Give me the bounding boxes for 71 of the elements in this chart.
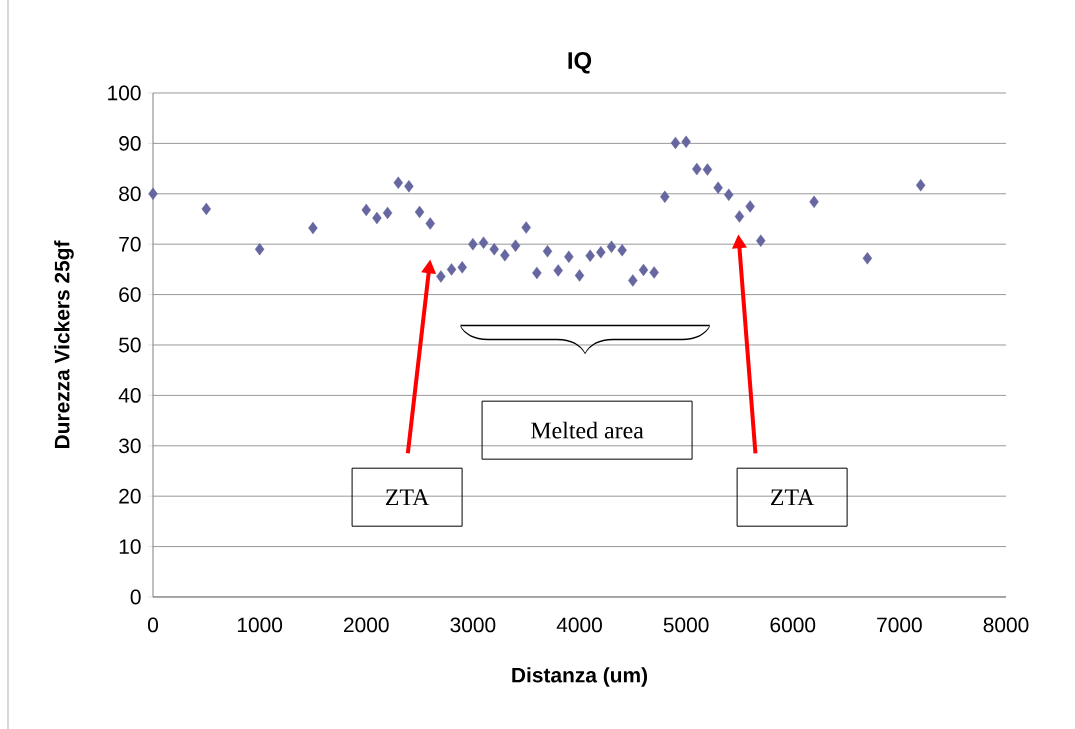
point [254,243,265,256]
point [916,179,926,192]
point [585,249,595,262]
y-tick-label: 20 [119,488,141,504]
point [478,236,489,249]
point [414,205,425,219]
point [702,163,713,176]
y-tick-label: 70 [119,236,141,252]
point [446,263,457,276]
chart-title: IQ [568,52,592,74]
point [681,135,691,149]
point [862,252,873,265]
x-tick-label: 3000 [450,617,496,633]
point [201,202,212,216]
point [617,244,627,257]
annotation: ZTA [385,489,430,506]
y-tick-label: 90 [119,135,141,151]
point [692,162,702,176]
point [372,211,382,225]
y-tick-label: 50 [119,337,141,353]
point [649,266,659,279]
point [489,243,499,256]
point [500,249,510,262]
y-tick-label: 40 [118,387,141,403]
y-axis-title: Durezza Vickers 25gf [54,240,74,449]
x-tick-label: 2000 [344,617,389,633]
y-tick-label: 100 [108,85,141,101]
y-tick-label: 30 [119,438,141,454]
annotation: ZTA [770,489,815,506]
point [734,210,745,223]
x-tick-label: 1000 [237,617,283,633]
point [638,263,649,277]
point [521,221,531,234]
point [361,203,371,217]
x-axis-title: Distanza (um) [512,667,648,687]
point [553,264,563,277]
point [628,274,638,287]
point [670,136,681,150]
point [457,261,467,274]
point [606,240,617,253]
y-tick-label: 10 [119,539,141,554]
y-tick-label: 80 [119,186,141,202]
point [468,237,478,251]
x-tick-label: 7000 [877,617,922,633]
point [724,188,734,201]
point [574,269,585,282]
x-tick-label: 6000 [770,617,816,633]
point [510,239,521,252]
point [393,176,403,189]
x-tick-label: 8000 [983,617,1029,633]
point [382,206,393,220]
point [404,180,414,193]
point [436,270,446,283]
point [564,250,574,263]
point [809,195,819,209]
y-tick-label: 60 [119,287,141,302]
point [308,221,318,235]
annotation: Melted area [531,421,644,439]
point [425,217,435,230]
x-tick-label: 4000 [556,617,602,633]
y-tick-label: 0 [130,589,141,605]
point [542,245,553,258]
point [596,246,606,259]
x-tick-label: 0 [148,617,158,633]
point [660,190,670,204]
point [756,234,766,247]
point [745,200,755,213]
point [532,266,542,280]
point [713,181,723,194]
x-tick-label: 5000 [663,617,709,633]
point [148,187,158,200]
